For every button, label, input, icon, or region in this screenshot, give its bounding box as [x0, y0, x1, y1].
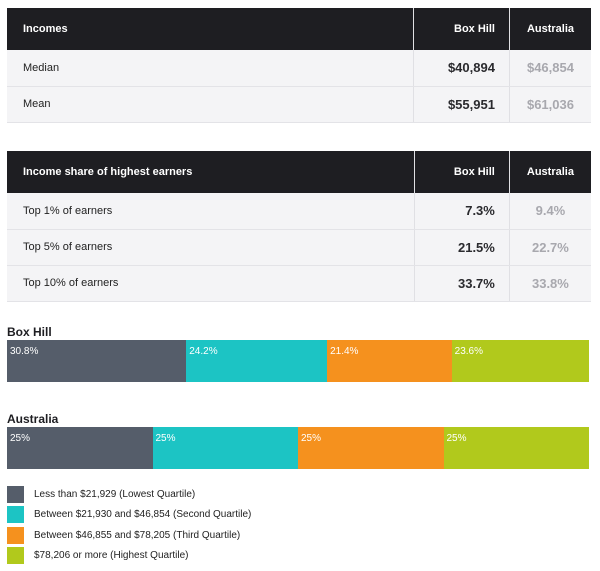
- legend-item-second: Between $21,930 and $46,854 (Second Quar…: [7, 505, 251, 526]
- chart-legend: Less than $21,929 (Lowest Quartile) Betwe…: [7, 484, 251, 566]
- table-row: Top 1% of earners 7.3% 9.4%: [7, 193, 591, 230]
- header-label: Incomes: [7, 8, 414, 50]
- australia-value: $61,036: [509, 86, 591, 123]
- bar-segment-label: 23.6%: [454, 346, 483, 357]
- header-box-hill: Box Hill: [414, 151, 510, 193]
- table-row: Median $40,894 $46,854: [7, 50, 591, 87]
- box-hill-stacked-bar: 30.8% 24.2% 21.4% 23.6%: [7, 340, 589, 382]
- row-label: Top 5% of earners: [7, 229, 415, 266]
- box-hill-chart-title: Box Hill: [7, 325, 52, 339]
- bar-segment-third: 21.4%: [327, 340, 452, 382]
- header-australia: Australia: [526, 166, 574, 178]
- australia-value: 9.4%: [509, 193, 591, 230]
- box-hill-value: 7.3%: [414, 193, 510, 230]
- header-box-hill: Box Hill: [413, 8, 510, 50]
- legend-label: $78,206 or more (Highest Quartile): [34, 550, 189, 562]
- australia-value: 33.8%: [509, 265, 591, 302]
- table-row: Top 5% of earners 21.5% 22.7%: [7, 229, 591, 266]
- bar-segment-label: 24.2%: [189, 346, 218, 357]
- bar-segment-label: 25%: [155, 433, 176, 444]
- legend-swatch: [7, 485, 24, 503]
- row-label: Top 1% of earners: [7, 193, 415, 230]
- legend-swatch: [7, 547, 24, 565]
- box-hill-value: $55,951: [413, 86, 510, 123]
- legend-swatch: [7, 526, 24, 544]
- bar-segment-label: 25%: [10, 433, 31, 444]
- row-label: Top 10% of earners: [7, 265, 415, 302]
- row-label: Median: [7, 50, 414, 87]
- legend-item-highest: $78,206 or more (Highest Quartile): [7, 546, 251, 567]
- legend-swatch: [7, 506, 24, 524]
- box-hill-value: 33.7%: [414, 265, 510, 302]
- header-label: Income share of highest earners: [7, 151, 415, 193]
- table-header: Income share of highest earners Box Hill…: [7, 151, 591, 193]
- bar-segment-lowest: 30.8%: [7, 340, 187, 382]
- row-label: Mean: [7, 86, 414, 123]
- bar-segment-label: 25%: [446, 433, 467, 444]
- table-header: Incomes Box Hill Australia: [7, 8, 591, 50]
- box-hill-value: 21.5%: [414, 229, 510, 266]
- box-hill-value: $40,894: [413, 50, 510, 87]
- bar-segment-third: 25%: [298, 427, 444, 469]
- australia-value: 22.7%: [509, 229, 591, 266]
- bar-segment-lowest: 25%: [7, 427, 153, 469]
- bar-segment-label: 21.4%: [330, 346, 359, 357]
- income-share-table: Income share of highest earners Box Hill…: [7, 151, 591, 302]
- table-row: Mean $55,951 $61,036: [7, 86, 591, 123]
- legend-item-third: Between $46,855 and $78,205 (Third Quart…: [7, 525, 251, 546]
- australia-value: $46,854: [509, 50, 591, 87]
- australia-stacked-bar: 25% 25% 25% 25%: [7, 427, 589, 469]
- bar-segment-second: 25%: [152, 427, 298, 469]
- legend-label: Between $46,855 and $78,205 (Third Quart…: [34, 529, 241, 541]
- incomes-table: Incomes Box Hill Australia Median $40,89…: [7, 8, 591, 123]
- legend-label: Less than $21,929 (Lowest Quartile): [34, 488, 196, 500]
- bar-segment-highest: 25%: [443, 427, 589, 469]
- bar-segment-label: 30.8%: [10, 346, 39, 357]
- bar-segment-label: 25%: [301, 433, 322, 444]
- table-row: Top 10% of earners 33.7% 33.8%: [7, 265, 591, 302]
- header-australia: Australia: [526, 23, 575, 35]
- bar-segment-second: 24.2%: [186, 340, 328, 382]
- australia-chart-title: Australia: [7, 412, 59, 426]
- legend-item-lowest: Less than $21,929 (Lowest Quartile): [7, 484, 251, 505]
- bar-segment-highest: 23.6%: [451, 340, 589, 382]
- legend-label: Between $21,930 and $46,854 (Second Quar…: [34, 509, 252, 521]
